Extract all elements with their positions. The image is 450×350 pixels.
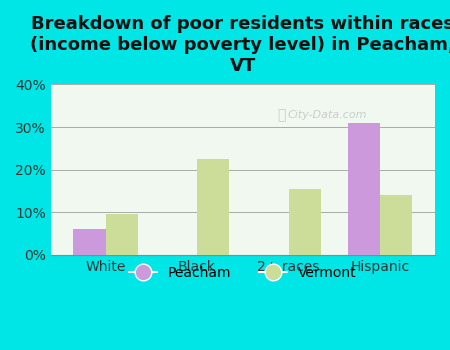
Bar: [105, 214, 138, 255]
Bar: [348, 123, 380, 255]
Bar: [380, 195, 412, 255]
Text: ⦿: ⦿: [277, 108, 285, 122]
Text: City-Data.com: City-Data.com: [288, 110, 367, 120]
Legend: Peacham, Vermont: Peacham, Vermont: [123, 260, 362, 285]
Title: Breakdown of poor residents within races
(income below poverty level) in Peacham: Breakdown of poor residents within races…: [31, 15, 450, 75]
Bar: [288, 189, 320, 255]
Bar: [73, 229, 105, 255]
Bar: [197, 159, 229, 255]
